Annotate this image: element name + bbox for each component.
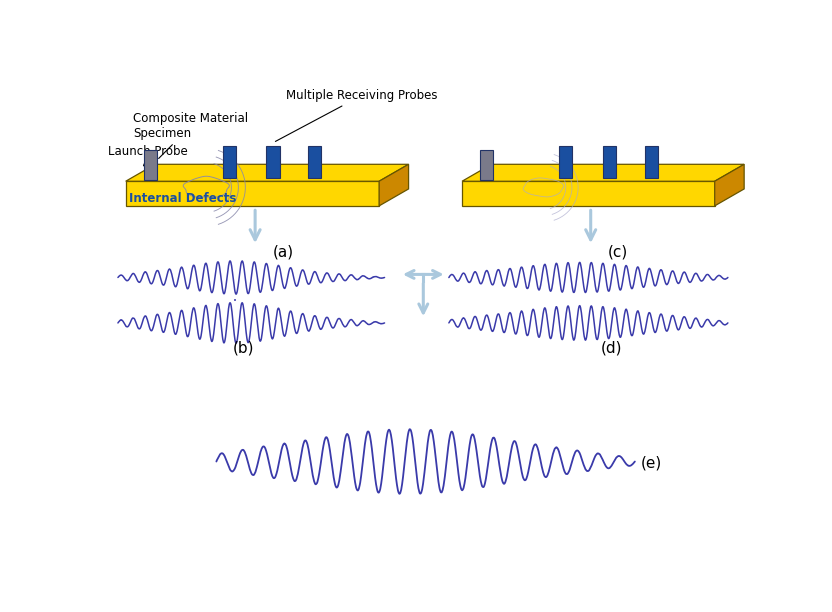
- Text: Launch Probe: Launch Probe: [108, 146, 188, 166]
- Bar: [602, 146, 616, 178]
- Text: Composite Material
Specimen: Composite Material Specimen: [133, 112, 249, 159]
- Bar: [266, 146, 280, 178]
- Text: (d): (d): [601, 340, 622, 355]
- Text: (b): (b): [233, 340, 255, 355]
- Polygon shape: [462, 164, 744, 181]
- Polygon shape: [462, 181, 715, 206]
- Text: (e): (e): [641, 455, 662, 471]
- Text: (c): (c): [607, 244, 628, 259]
- Polygon shape: [715, 164, 744, 206]
- Bar: [144, 151, 157, 180]
- Text: Multiple Receiving Probes: Multiple Receiving Probes: [275, 89, 438, 141]
- Bar: [223, 146, 236, 178]
- Bar: [308, 146, 321, 178]
- Polygon shape: [379, 164, 409, 206]
- Polygon shape: [126, 181, 379, 206]
- Text: Internal Defects: Internal Defects: [129, 192, 236, 205]
- Bar: [559, 146, 572, 178]
- Text: (a): (a): [273, 244, 294, 259]
- Bar: [480, 151, 493, 180]
- Polygon shape: [126, 164, 409, 181]
- Bar: [645, 146, 658, 178]
